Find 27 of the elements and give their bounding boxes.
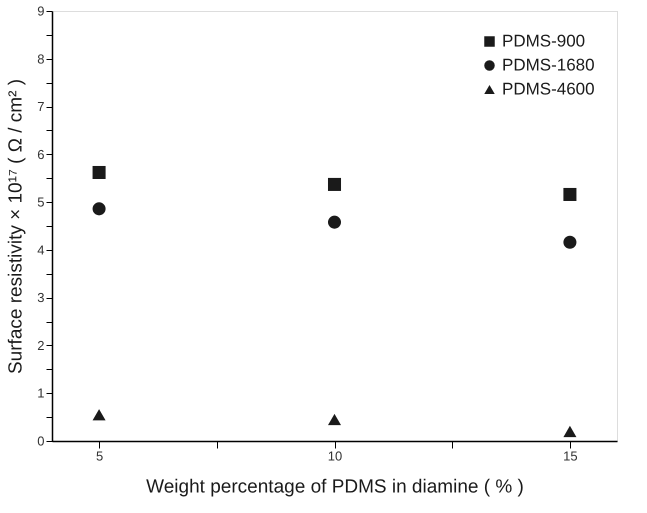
y-tick-label: 0 bbox=[37, 434, 44, 448]
y-tick-label: 8 bbox=[37, 51, 44, 66]
point bbox=[92, 166, 106, 180]
point bbox=[328, 414, 342, 426]
y-axis-title: Surface resistivity × 10¹⁷ ( Ω / cm² ) bbox=[5, 78, 26, 374]
y-tick-label: 5 bbox=[37, 194, 44, 210]
legend-label: PDMS-900 bbox=[502, 32, 586, 50]
x-tick-label: 10 bbox=[328, 448, 342, 464]
x-axis-title: Weight percentage of PDMS in diamine ( % ) bbox=[146, 476, 524, 498]
point bbox=[92, 202, 106, 216]
point bbox=[563, 188, 576, 201]
y-tick-label: 4 bbox=[37, 242, 44, 258]
y-tick-label: 6 bbox=[37, 146, 44, 162]
point bbox=[563, 426, 576, 438]
point bbox=[328, 178, 342, 191]
x-tick-label: 5 bbox=[96, 448, 104, 464]
y-tick-label: 2 bbox=[37, 338, 44, 353]
y-tick-label: 3 bbox=[37, 290, 44, 306]
legend-label: PDMS-4600 bbox=[502, 80, 595, 98]
y-tick-label: 1 bbox=[37, 386, 44, 401]
y-tick-label: 9 bbox=[37, 4, 44, 18]
y-tick-label: 7 bbox=[37, 99, 44, 114]
point bbox=[563, 236, 576, 249]
x-tick-label: 15 bbox=[563, 448, 578, 464]
point bbox=[92, 409, 106, 420]
legend-label: PDMS-1680 bbox=[502, 56, 595, 74]
point bbox=[328, 216, 342, 229]
